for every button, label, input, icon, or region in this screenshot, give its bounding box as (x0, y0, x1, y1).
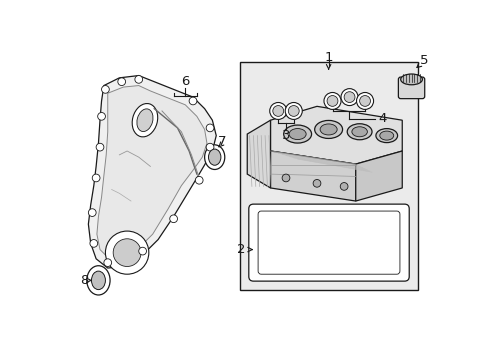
Circle shape (118, 78, 125, 86)
Circle shape (357, 93, 373, 109)
Polygon shape (356, 151, 402, 201)
Bar (240, 62, 418, 289)
Circle shape (273, 105, 284, 116)
Circle shape (101, 86, 109, 93)
Ellipse shape (87, 266, 110, 295)
Circle shape (360, 95, 370, 106)
Circle shape (285, 103, 302, 120)
Circle shape (270, 103, 287, 120)
Ellipse shape (320, 124, 337, 135)
Circle shape (92, 174, 100, 182)
Ellipse shape (289, 129, 306, 140)
Circle shape (96, 143, 104, 151)
Circle shape (189, 97, 197, 105)
FancyBboxPatch shape (398, 77, 425, 99)
Text: 4: 4 (379, 112, 387, 125)
Circle shape (341, 89, 358, 105)
Text: 2: 2 (237, 243, 245, 256)
Ellipse shape (137, 109, 153, 131)
Ellipse shape (376, 129, 397, 143)
Ellipse shape (347, 124, 372, 140)
Circle shape (120, 245, 135, 260)
Polygon shape (88, 76, 216, 268)
FancyBboxPatch shape (249, 204, 409, 281)
Circle shape (313, 180, 321, 187)
FancyBboxPatch shape (258, 211, 400, 274)
Text: 1: 1 (324, 50, 333, 64)
Circle shape (139, 247, 147, 255)
Circle shape (282, 174, 290, 182)
Ellipse shape (92, 271, 105, 289)
Text: 7: 7 (218, 135, 227, 148)
Circle shape (104, 259, 112, 266)
Circle shape (340, 183, 348, 190)
Text: 3: 3 (282, 129, 290, 142)
Circle shape (206, 143, 214, 151)
Circle shape (324, 93, 341, 109)
Ellipse shape (352, 127, 368, 137)
Circle shape (206, 124, 214, 132)
Ellipse shape (209, 149, 221, 165)
Circle shape (196, 176, 203, 184)
Circle shape (90, 239, 98, 247)
Ellipse shape (380, 131, 394, 140)
Polygon shape (97, 86, 207, 259)
Polygon shape (270, 151, 356, 201)
Circle shape (98, 112, 105, 120)
Circle shape (88, 209, 96, 216)
Text: 5: 5 (420, 54, 428, 67)
Text: 6: 6 (181, 75, 190, 88)
Polygon shape (270, 106, 402, 164)
Ellipse shape (401, 74, 422, 85)
Polygon shape (247, 120, 270, 188)
Text: 8: 8 (80, 274, 89, 287)
Ellipse shape (205, 145, 225, 170)
Circle shape (113, 239, 141, 266)
Circle shape (105, 231, 149, 274)
Circle shape (327, 95, 338, 106)
Circle shape (170, 215, 177, 222)
Circle shape (344, 92, 355, 103)
Circle shape (135, 76, 143, 83)
Ellipse shape (315, 121, 343, 139)
Ellipse shape (132, 104, 158, 137)
Circle shape (288, 105, 299, 116)
Ellipse shape (284, 125, 312, 143)
